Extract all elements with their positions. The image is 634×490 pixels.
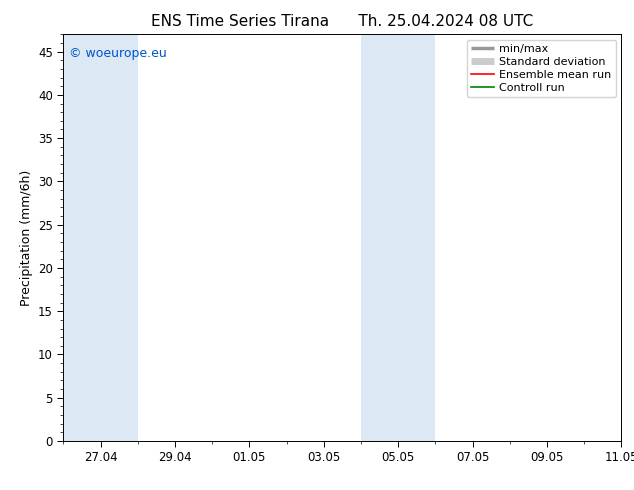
Y-axis label: Precipitation (mm/6h): Precipitation (mm/6h): [20, 170, 32, 306]
Legend: min/max, Standard deviation, Ensemble mean run, Controll run: min/max, Standard deviation, Ensemble me…: [467, 40, 616, 97]
Bar: [361, 34, 436, 441]
Bar: [63, 34, 138, 441]
Title: ENS Time Series Tirana      Th. 25.04.2024 08 UTC: ENS Time Series Tirana Th. 25.04.2024 08…: [152, 14, 533, 29]
Text: © woeurope.eu: © woeurope.eu: [69, 47, 167, 59]
